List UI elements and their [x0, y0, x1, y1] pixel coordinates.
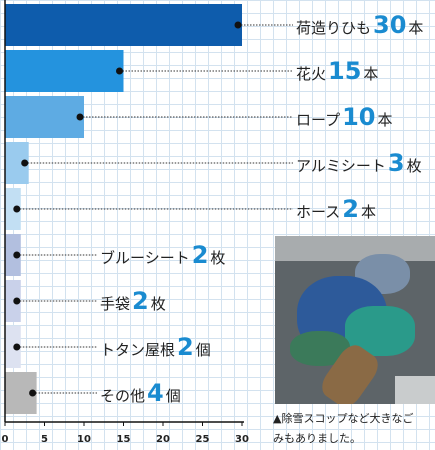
- value-label-3: 3: [388, 149, 405, 177]
- bar-end-dot-0: [234, 21, 242, 29]
- x-tick-label-6: 30: [235, 434, 249, 445]
- bar-6: [5, 280, 21, 322]
- debris-photo-icon: [275, 236, 435, 404]
- bar-end-dot-1: [116, 67, 123, 75]
- bar-label-5: ブルーシート2 枚: [100, 241, 225, 269]
- value-label-0: 30: [373, 11, 406, 39]
- value-label-6: 2: [132, 287, 149, 315]
- category-label-6: 手袋: [100, 295, 130, 313]
- bar-1: [5, 50, 124, 92]
- x-axis: 0 5 10 15 20 25 30: [2, 0, 249, 445]
- unit-label-2: 本: [378, 111, 393, 129]
- category-label-7: トタン屋根: [100, 341, 175, 359]
- value-label-8: 4: [147, 379, 164, 407]
- unit-label-5: 枚: [210, 249, 225, 267]
- bar-label-1: 花火15 本: [296, 57, 378, 85]
- bar-end-dot-5: [13, 251, 21, 259]
- category-label-5: ブルーシート: [100, 249, 190, 267]
- category-label-4: ホース: [296, 203, 340, 221]
- bar-5: [5, 234, 21, 276]
- value-label-5: 2: [192, 241, 209, 269]
- category-label-3: アルミシート: [296, 157, 386, 175]
- bar-label-4: ホース2 本: [296, 195, 376, 223]
- x-tick-label-4: 20: [156, 434, 170, 445]
- unit-label-3: 枚: [407, 157, 422, 175]
- x-tick-label-3: 15: [117, 434, 131, 445]
- value-label-1: 15: [328, 57, 361, 85]
- bar-2: [5, 96, 84, 138]
- unit-label-1: 本: [363, 65, 378, 83]
- caption-line-2: みもありました。: [273, 432, 361, 445]
- photo-caption: ▲除雪スコップなど大きなご みもありました。: [273, 409, 435, 449]
- x-tick-label-5: 25: [196, 434, 210, 445]
- bar-label-8: その他4 個: [100, 379, 181, 407]
- value-label-7: 2: [177, 333, 194, 361]
- x-tick-label-0: 0: [2, 434, 9, 445]
- x-tick-label-1: 5: [41, 434, 48, 445]
- caption-line-1: ▲除雪スコップなど大きなご: [273, 412, 414, 425]
- bar-label-6: 手袋2 枚: [100, 287, 166, 315]
- value-label-4: 2: [342, 195, 359, 223]
- category-label-8: その他: [100, 387, 145, 405]
- bar-end-dot-2: [76, 113, 84, 121]
- bar-label-7: トタン屋根2 個: [100, 333, 211, 361]
- unit-label-4: 本: [361, 203, 376, 221]
- bar-3: [5, 142, 29, 184]
- category-label-1: 花火: [296, 65, 326, 83]
- x-tick-label-2: 10: [77, 434, 91, 445]
- bar-4: [5, 188, 21, 230]
- bar-end-dot-8: [29, 389, 37, 397]
- unit-label-8: 個: [166, 387, 181, 405]
- unit-label-0: 本: [408, 19, 423, 37]
- category-label-0: 荷造りひも: [296, 19, 371, 37]
- bar-end-dot-6: [13, 297, 21, 305]
- unit-label-6: 枚: [151, 295, 166, 313]
- category-label-2: ロープ: [296, 111, 340, 129]
- value-label-2: 10: [342, 103, 375, 131]
- unit-label-7: 個: [196, 341, 211, 359]
- bar-end-dot-4: [13, 205, 21, 213]
- bar-label-0: 荷造りひも30 本: [296, 11, 423, 39]
- bar-0: [5, 4, 242, 46]
- bar-7: [5, 326, 21, 368]
- bar-end-dot-3: [21, 159, 29, 167]
- bar-label-3: アルミシート3 枚: [296, 149, 422, 177]
- bar-end-dot-7: [13, 343, 21, 351]
- bar-label-2: ロープ10 本: [296, 103, 393, 131]
